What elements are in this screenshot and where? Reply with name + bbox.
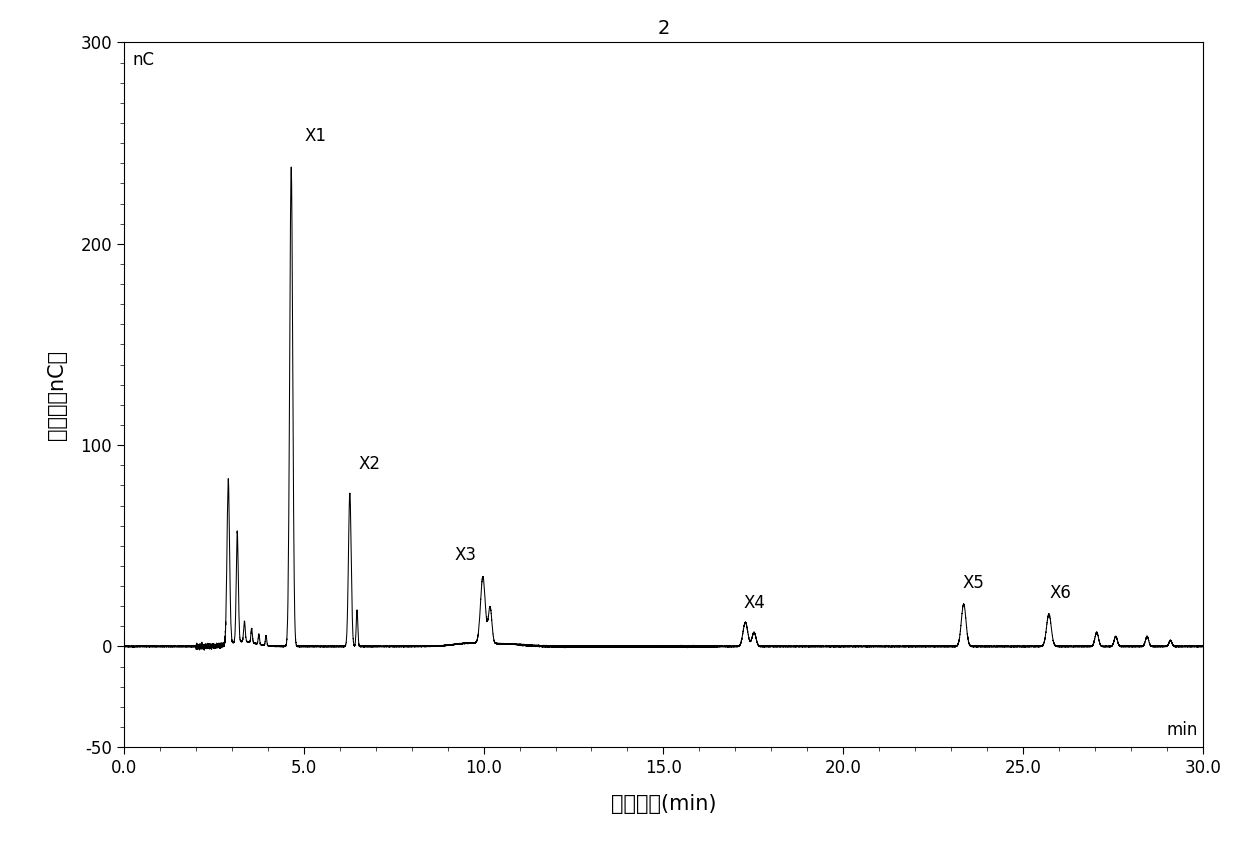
Text: X5: X5: [963, 574, 985, 592]
Text: min: min: [1166, 721, 1198, 739]
Text: X4: X4: [744, 594, 765, 612]
Text: X2: X2: [358, 455, 381, 473]
X-axis label: 保留时间(min): 保留时间(min): [610, 794, 717, 813]
Text: nC: nC: [133, 50, 155, 69]
Text: X6: X6: [1049, 584, 1071, 602]
Text: X1: X1: [305, 127, 327, 145]
Y-axis label: 电荷值（nC）: 电荷值（nC）: [47, 350, 67, 440]
Text: X3: X3: [455, 546, 477, 564]
Title: 2: 2: [657, 20, 670, 38]
